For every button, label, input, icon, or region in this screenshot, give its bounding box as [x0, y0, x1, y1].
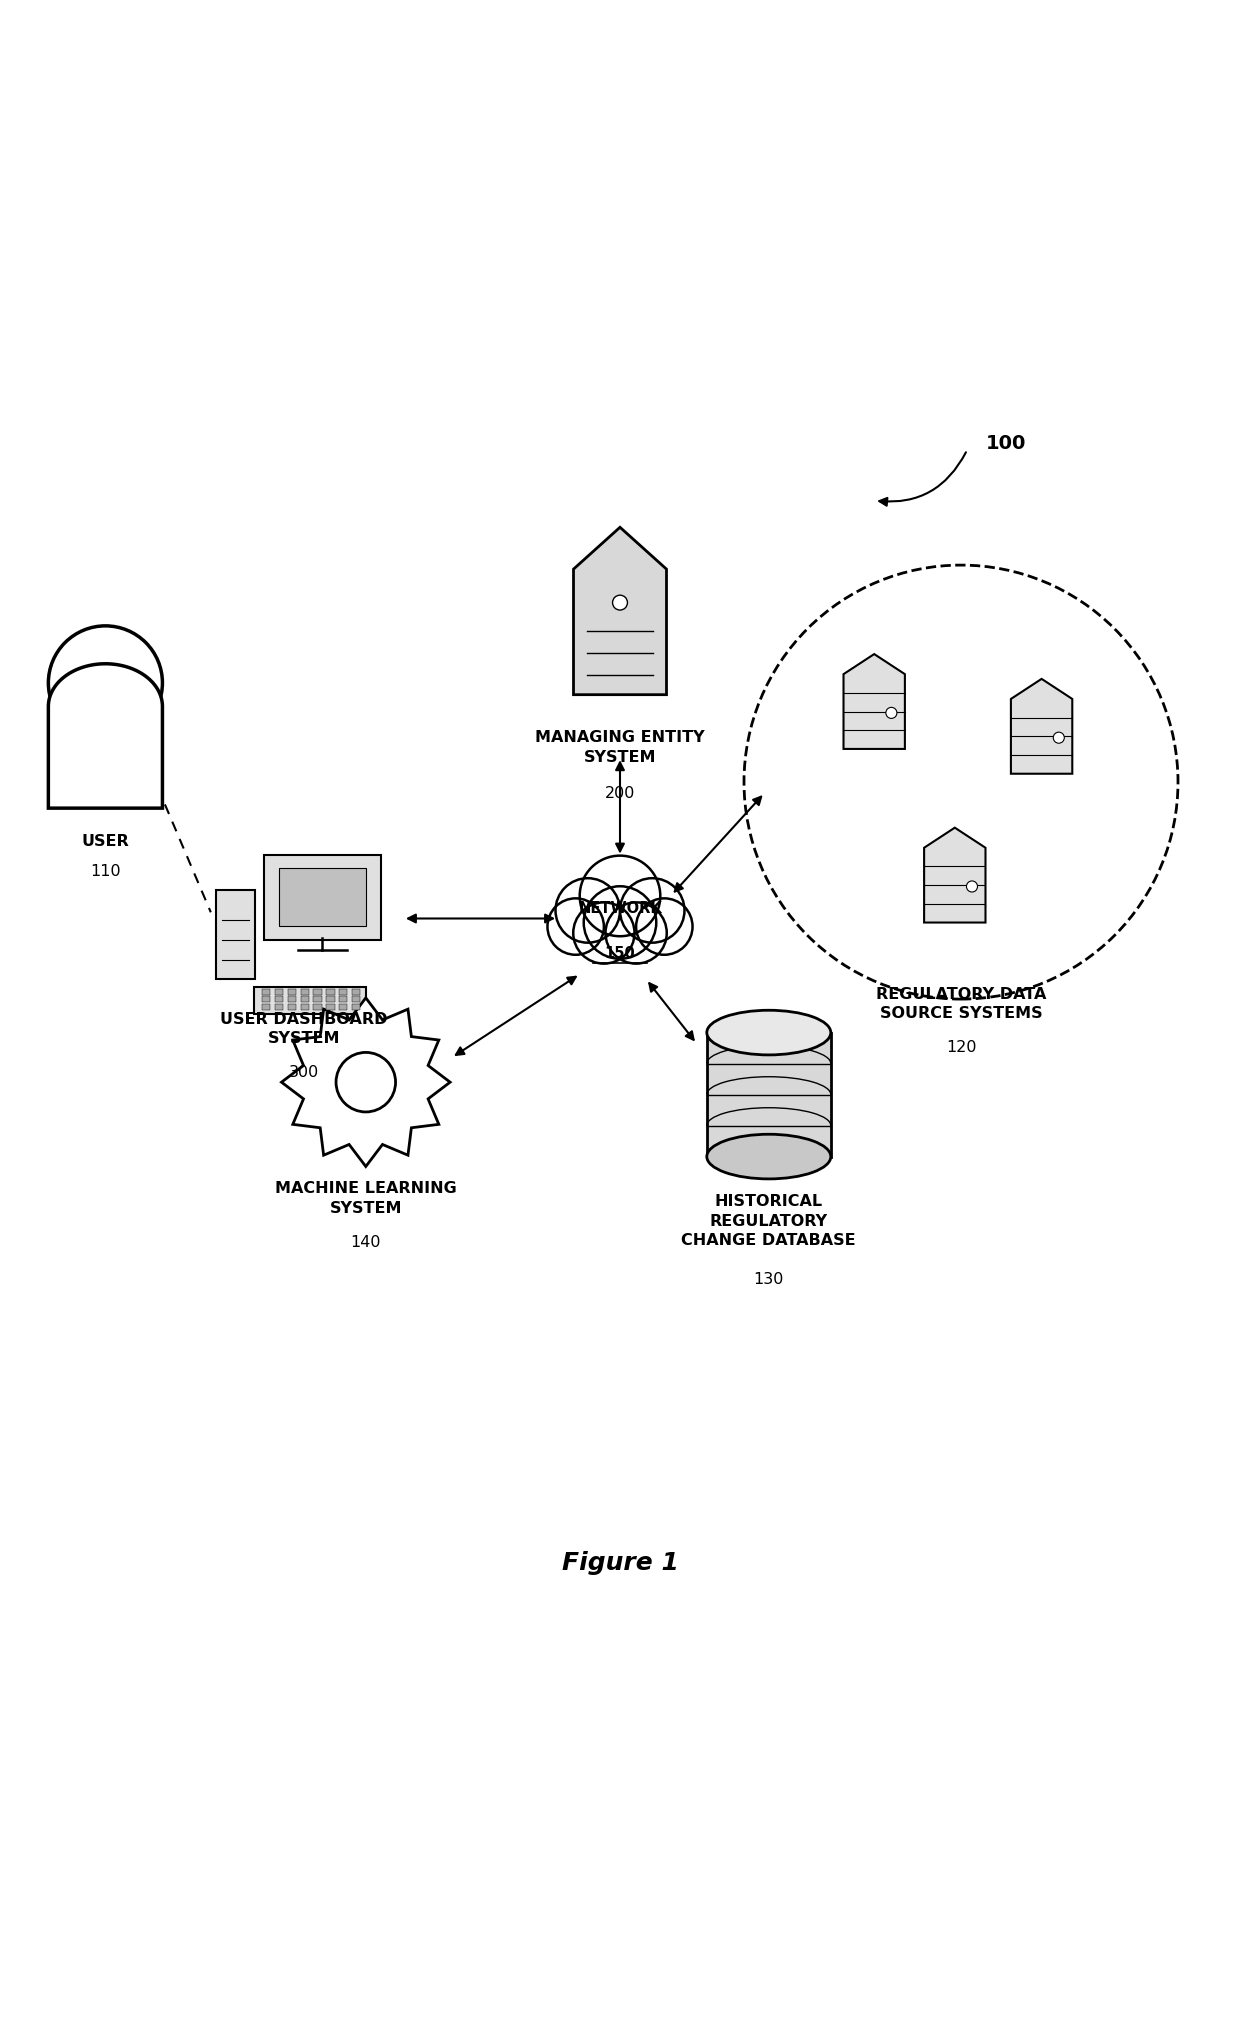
FancyBboxPatch shape: [216, 890, 255, 979]
Polygon shape: [573, 528, 667, 694]
Circle shape: [573, 902, 635, 963]
FancyBboxPatch shape: [300, 1003, 309, 1009]
Text: 110: 110: [91, 864, 120, 878]
FancyBboxPatch shape: [352, 995, 360, 1001]
FancyBboxPatch shape: [326, 989, 335, 995]
Text: MACHINE LEARNING
SYSTEM: MACHINE LEARNING SYSTEM: [275, 1181, 456, 1216]
Bar: [707, 1032, 831, 1157]
Circle shape: [620, 878, 684, 943]
Circle shape: [636, 898, 692, 955]
FancyBboxPatch shape: [314, 989, 321, 995]
Text: 200: 200: [605, 785, 635, 801]
FancyBboxPatch shape: [275, 995, 283, 1001]
Circle shape: [885, 708, 897, 718]
FancyBboxPatch shape: [300, 995, 309, 1001]
Text: USER: USER: [82, 833, 129, 850]
FancyBboxPatch shape: [288, 1003, 296, 1009]
FancyBboxPatch shape: [262, 1003, 270, 1009]
FancyBboxPatch shape: [262, 989, 270, 995]
FancyBboxPatch shape: [262, 995, 270, 1001]
FancyBboxPatch shape: [339, 995, 347, 1001]
Text: USER DASHBOARD
SYSTEM: USER DASHBOARD SYSTEM: [219, 1012, 388, 1046]
Circle shape: [48, 625, 162, 740]
Polygon shape: [1011, 680, 1073, 773]
Text: MANAGING ENTITY
SYSTEM: MANAGING ENTITY SYSTEM: [536, 730, 704, 765]
FancyBboxPatch shape: [352, 989, 360, 995]
Text: 130: 130: [754, 1272, 784, 1287]
Circle shape: [1053, 732, 1064, 742]
FancyBboxPatch shape: [352, 1003, 360, 1009]
Polygon shape: [281, 997, 450, 1167]
Circle shape: [966, 880, 977, 892]
FancyBboxPatch shape: [326, 1003, 335, 1009]
Circle shape: [336, 1052, 396, 1113]
Circle shape: [605, 902, 667, 963]
Text: HISTORICAL
REGULATORY
CHANGE DATABASE: HISTORICAL REGULATORY CHANGE DATABASE: [682, 1194, 856, 1248]
FancyBboxPatch shape: [254, 987, 366, 1014]
FancyBboxPatch shape: [339, 989, 347, 995]
FancyBboxPatch shape: [279, 868, 366, 927]
FancyBboxPatch shape: [314, 1003, 321, 1009]
FancyBboxPatch shape: [288, 995, 296, 1001]
Text: Figure 1: Figure 1: [562, 1552, 678, 1576]
Text: 150: 150: [605, 945, 635, 961]
FancyBboxPatch shape: [264, 854, 381, 941]
Circle shape: [584, 886, 656, 959]
FancyBboxPatch shape: [314, 995, 321, 1001]
Text: 300: 300: [289, 1064, 319, 1080]
FancyBboxPatch shape: [275, 989, 283, 995]
Circle shape: [613, 595, 627, 611]
FancyBboxPatch shape: [326, 995, 335, 1001]
Text: 120: 120: [946, 1040, 976, 1056]
Text: 100: 100: [986, 435, 1027, 453]
Circle shape: [547, 898, 604, 955]
Text: 140: 140: [351, 1234, 381, 1250]
Text: NETWORK: NETWORK: [578, 900, 662, 916]
Polygon shape: [48, 664, 162, 807]
FancyBboxPatch shape: [339, 1003, 347, 1009]
Circle shape: [580, 856, 660, 937]
FancyBboxPatch shape: [300, 989, 309, 995]
Polygon shape: [924, 827, 986, 922]
Text: REGULATORY DATA
SOURCE SYSTEMS: REGULATORY DATA SOURCE SYSTEMS: [875, 987, 1047, 1022]
Polygon shape: [843, 653, 905, 749]
Circle shape: [556, 878, 620, 943]
FancyBboxPatch shape: [288, 989, 296, 995]
Ellipse shape: [707, 1135, 831, 1179]
Ellipse shape: [707, 1009, 831, 1054]
FancyBboxPatch shape: [275, 1003, 283, 1009]
